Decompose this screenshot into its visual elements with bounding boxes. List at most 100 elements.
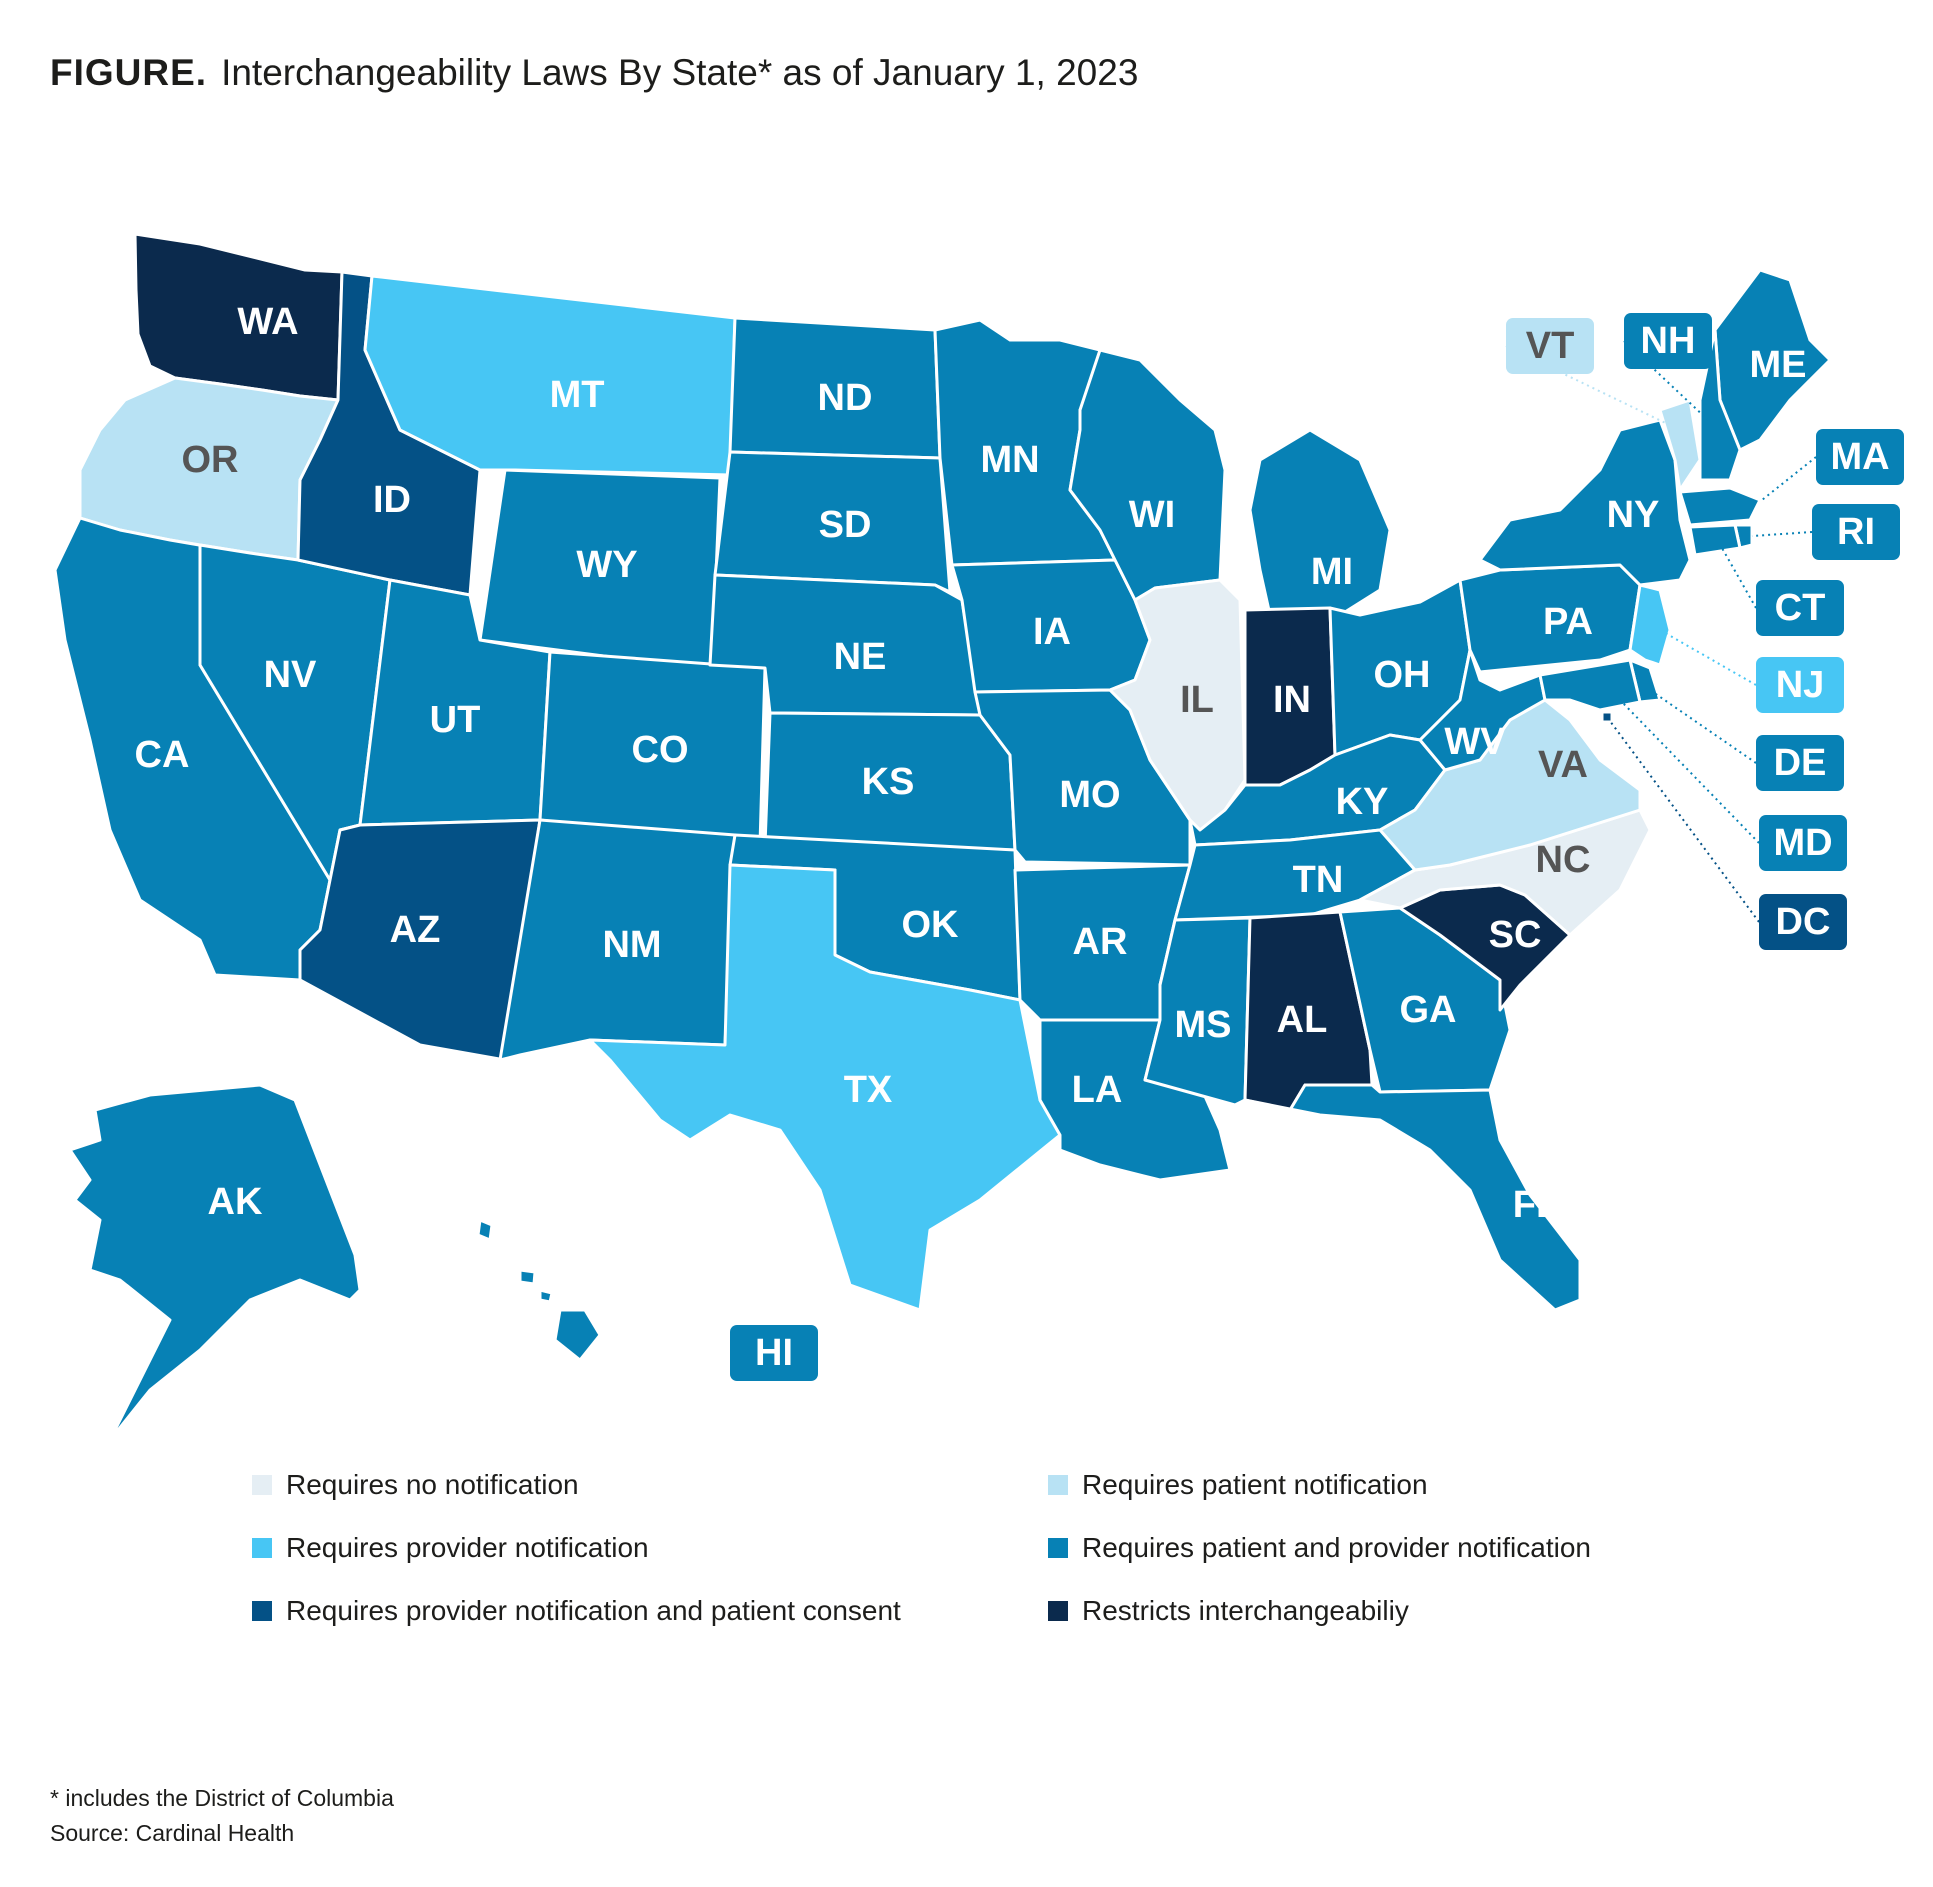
state-label-in: IN (1273, 679, 1311, 721)
state-label-al: AL (1277, 999, 1328, 1041)
leader-line-de (1649, 689, 1757, 764)
leader-line-vt (1505, 345, 1681, 431)
source-note: Source: Cardinal Health (50, 1820, 295, 1846)
state-label-md: MD (1773, 822, 1832, 864)
state-nj (1628, 583, 1672, 667)
state-vt (1658, 398, 1702, 492)
state-label-mn: MN (980, 439, 1039, 481)
state-label-ar: AR (1073, 921, 1128, 963)
state-label-ga: GA (1400, 989, 1457, 1031)
state-il (1108, 578, 1247, 832)
state-label-sc: SC (1489, 914, 1542, 956)
state-label-ca: CA (135, 734, 190, 776)
state-dc (1600, 710, 1614, 724)
state-label-il: IL (1180, 679, 1214, 721)
state-label-me: ME (1750, 344, 1807, 386)
legend-label: Restricts interchangeabiliy (1082, 1595, 1409, 1626)
state-ny (1478, 418, 1692, 587)
state-mi (1248, 428, 1392, 617)
leader-line-ct (1721, 547, 1757, 609)
state-ct (1688, 523, 1742, 557)
state-label-wi: WI (1129, 494, 1175, 536)
state-label-mt: MT (550, 374, 605, 416)
legend-label: Requires no notification (286, 1469, 579, 1500)
label-box-nj (1756, 657, 1844, 713)
legend-item-patient: Requires patient notification (1048, 1469, 1428, 1501)
legend-item-both: Requires patient and provider notificati… (1048, 1532, 1591, 1564)
footnote: * includes the District of Columbia (50, 1785, 394, 1811)
legend-label: Requires provider notification and patie… (286, 1595, 901, 1626)
label-box-nh (1624, 313, 1712, 369)
state-label-nv: NV (264, 654, 317, 696)
state-label-ks: KS (862, 761, 915, 803)
label-box-ct (1756, 580, 1844, 636)
state-label-az: AZ (390, 909, 441, 951)
legend-label: Requires provider notification (286, 1532, 649, 1563)
state-label-wy: WY (576, 544, 637, 586)
state-label-ak: AK (208, 1181, 263, 1223)
state-label-wa: WA (237, 301, 298, 343)
state-label-vt: VT (1526, 325, 1575, 367)
state-label-ia: IA (1033, 611, 1071, 653)
state-hi (476, 1218, 602, 1362)
state-tx (588, 863, 1062, 1312)
leader-line-ma (1761, 456, 1817, 501)
state-md (1538, 658, 1642, 712)
legend-swatch (252, 1538, 272, 1558)
legend-item-provider: Requires provider notification (252, 1532, 649, 1564)
state-label-nm: NM (602, 924, 661, 966)
state-ma (1678, 486, 1762, 527)
legend-swatch (252, 1475, 272, 1495)
label-box-hi (730, 1325, 818, 1381)
state-label-sd: SD (819, 504, 872, 546)
label-box-ri (1812, 504, 1900, 560)
state-label-de: DE (1774, 742, 1827, 784)
label-box-md (1759, 815, 1847, 871)
legend-swatch (1048, 1601, 1068, 1621)
state-label-ky: KY (1336, 781, 1389, 823)
state-label-nh: NH (1641, 320, 1696, 362)
state-label-hi: HI (755, 1332, 793, 1374)
state-label-tn: TN (1293, 859, 1344, 901)
label-box-dc (1759, 894, 1847, 950)
state-label-dc: DC (1776, 901, 1831, 943)
state-label-ri: RI (1837, 511, 1875, 553)
state-label-ut: UT (430, 699, 481, 741)
figure-title: FIGURE. Interchangeability Laws By State*… (50, 52, 1138, 94)
state-label-mi: MI (1311, 551, 1353, 593)
legend-label: Requires patient and provider notificati… (1082, 1532, 1591, 1563)
legend-swatch (252, 1601, 272, 1621)
state-label-mo: MO (1059, 774, 1120, 816)
state-label-ms: MS (1175, 1004, 1232, 1046)
state-label-nd: ND (818, 377, 873, 419)
state-label-ne: NE (834, 636, 887, 678)
legend-label: Requires patient notification (1082, 1469, 1428, 1500)
us-state-map: WA OR CA NV ID MT WY UT AZ CO NM ND SD NE KS OK TX MN IA MO… (53, 232, 1904, 1442)
state-label-nj: NJ (1776, 664, 1825, 706)
state-label-ok: OK (902, 904, 960, 946)
legend-item-restricts: Restricts interchangeabiliy (1048, 1595, 1409, 1627)
label-box-ma (1816, 429, 1904, 485)
state-label-fl: FL (1513, 1184, 1559, 1226)
figure-title-text: Interchangeability Laws By State* as of … (221, 52, 1139, 93)
legend-item-none: Requires no notification (252, 1469, 579, 1501)
state-nh (1698, 328, 1742, 482)
state-label-or: OR (182, 439, 239, 481)
state-label-co: CO (632, 729, 689, 771)
legend-swatch (1048, 1538, 1068, 1558)
state-ak (68, 1083, 362, 1442)
leader-line-ri (1751, 531, 1813, 537)
state-label-oh: OH (1374, 654, 1431, 696)
state-label-ct: CT (1775, 587, 1826, 629)
leader-line-nj (1659, 629, 1757, 686)
leader-line-dc (1606, 716, 1760, 923)
figure-lead: FIGURE. (50, 52, 208, 93)
state-fl (1243, 1083, 1582, 1312)
label-box-de (1756, 735, 1844, 791)
state-label-pa: PA (1543, 601, 1593, 643)
state-label-la: LA (1072, 1069, 1123, 1111)
state-label-ny: NY (1607, 494, 1660, 536)
legend-item-consent: Requires provider notification and patie… (252, 1595, 901, 1627)
label-box-vt (1506, 318, 1594, 374)
state-label-va: VA (1538, 744, 1588, 786)
